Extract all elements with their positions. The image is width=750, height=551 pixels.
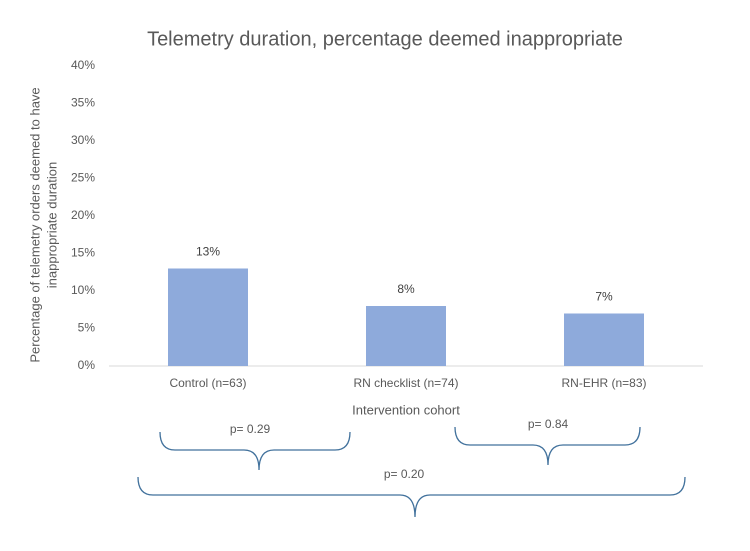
bar (366, 306, 446, 366)
annotation: p= 0.20 (384, 467, 425, 481)
chart-title: Telemetry duration, percentage deemed in… (147, 28, 623, 50)
y-tick-label: 10% (71, 283, 95, 297)
brace (454, 426, 641, 466)
y-tick-label: 40% (71, 58, 95, 72)
annotation: p= 0.84 (528, 417, 569, 431)
x-tick-label: RN-EHR (n=83) (561, 376, 646, 390)
y-tick-label: 20% (71, 208, 95, 222)
y-tick-label: 5% (78, 321, 96, 335)
bar (564, 313, 644, 366)
y-tick-label: 0% (78, 358, 96, 372)
data-label: 13% (196, 245, 220, 259)
y-tick-label: 30% (71, 133, 95, 147)
y-tick-label: 35% (71, 96, 95, 110)
x-tick-label: Control (n=63) (169, 376, 246, 390)
y-tick-label: 25% (71, 171, 95, 185)
annotation: p= 0.29 (230, 422, 271, 436)
x-tick-label: RN checklist (n=74) (353, 376, 458, 390)
y-axis-title: inappropriate duration (44, 162, 59, 288)
brace (159, 431, 351, 471)
data-label: 7% (595, 290, 613, 304)
bar (168, 268, 248, 366)
data-label: 8% (397, 282, 415, 296)
x-axis-title: Intervention cohort (352, 402, 460, 417)
y-tick-label: 15% (71, 246, 95, 260)
y-axis-title: Percentage of telemetry orders deemed to… (27, 87, 42, 362)
brace (137, 476, 686, 518)
